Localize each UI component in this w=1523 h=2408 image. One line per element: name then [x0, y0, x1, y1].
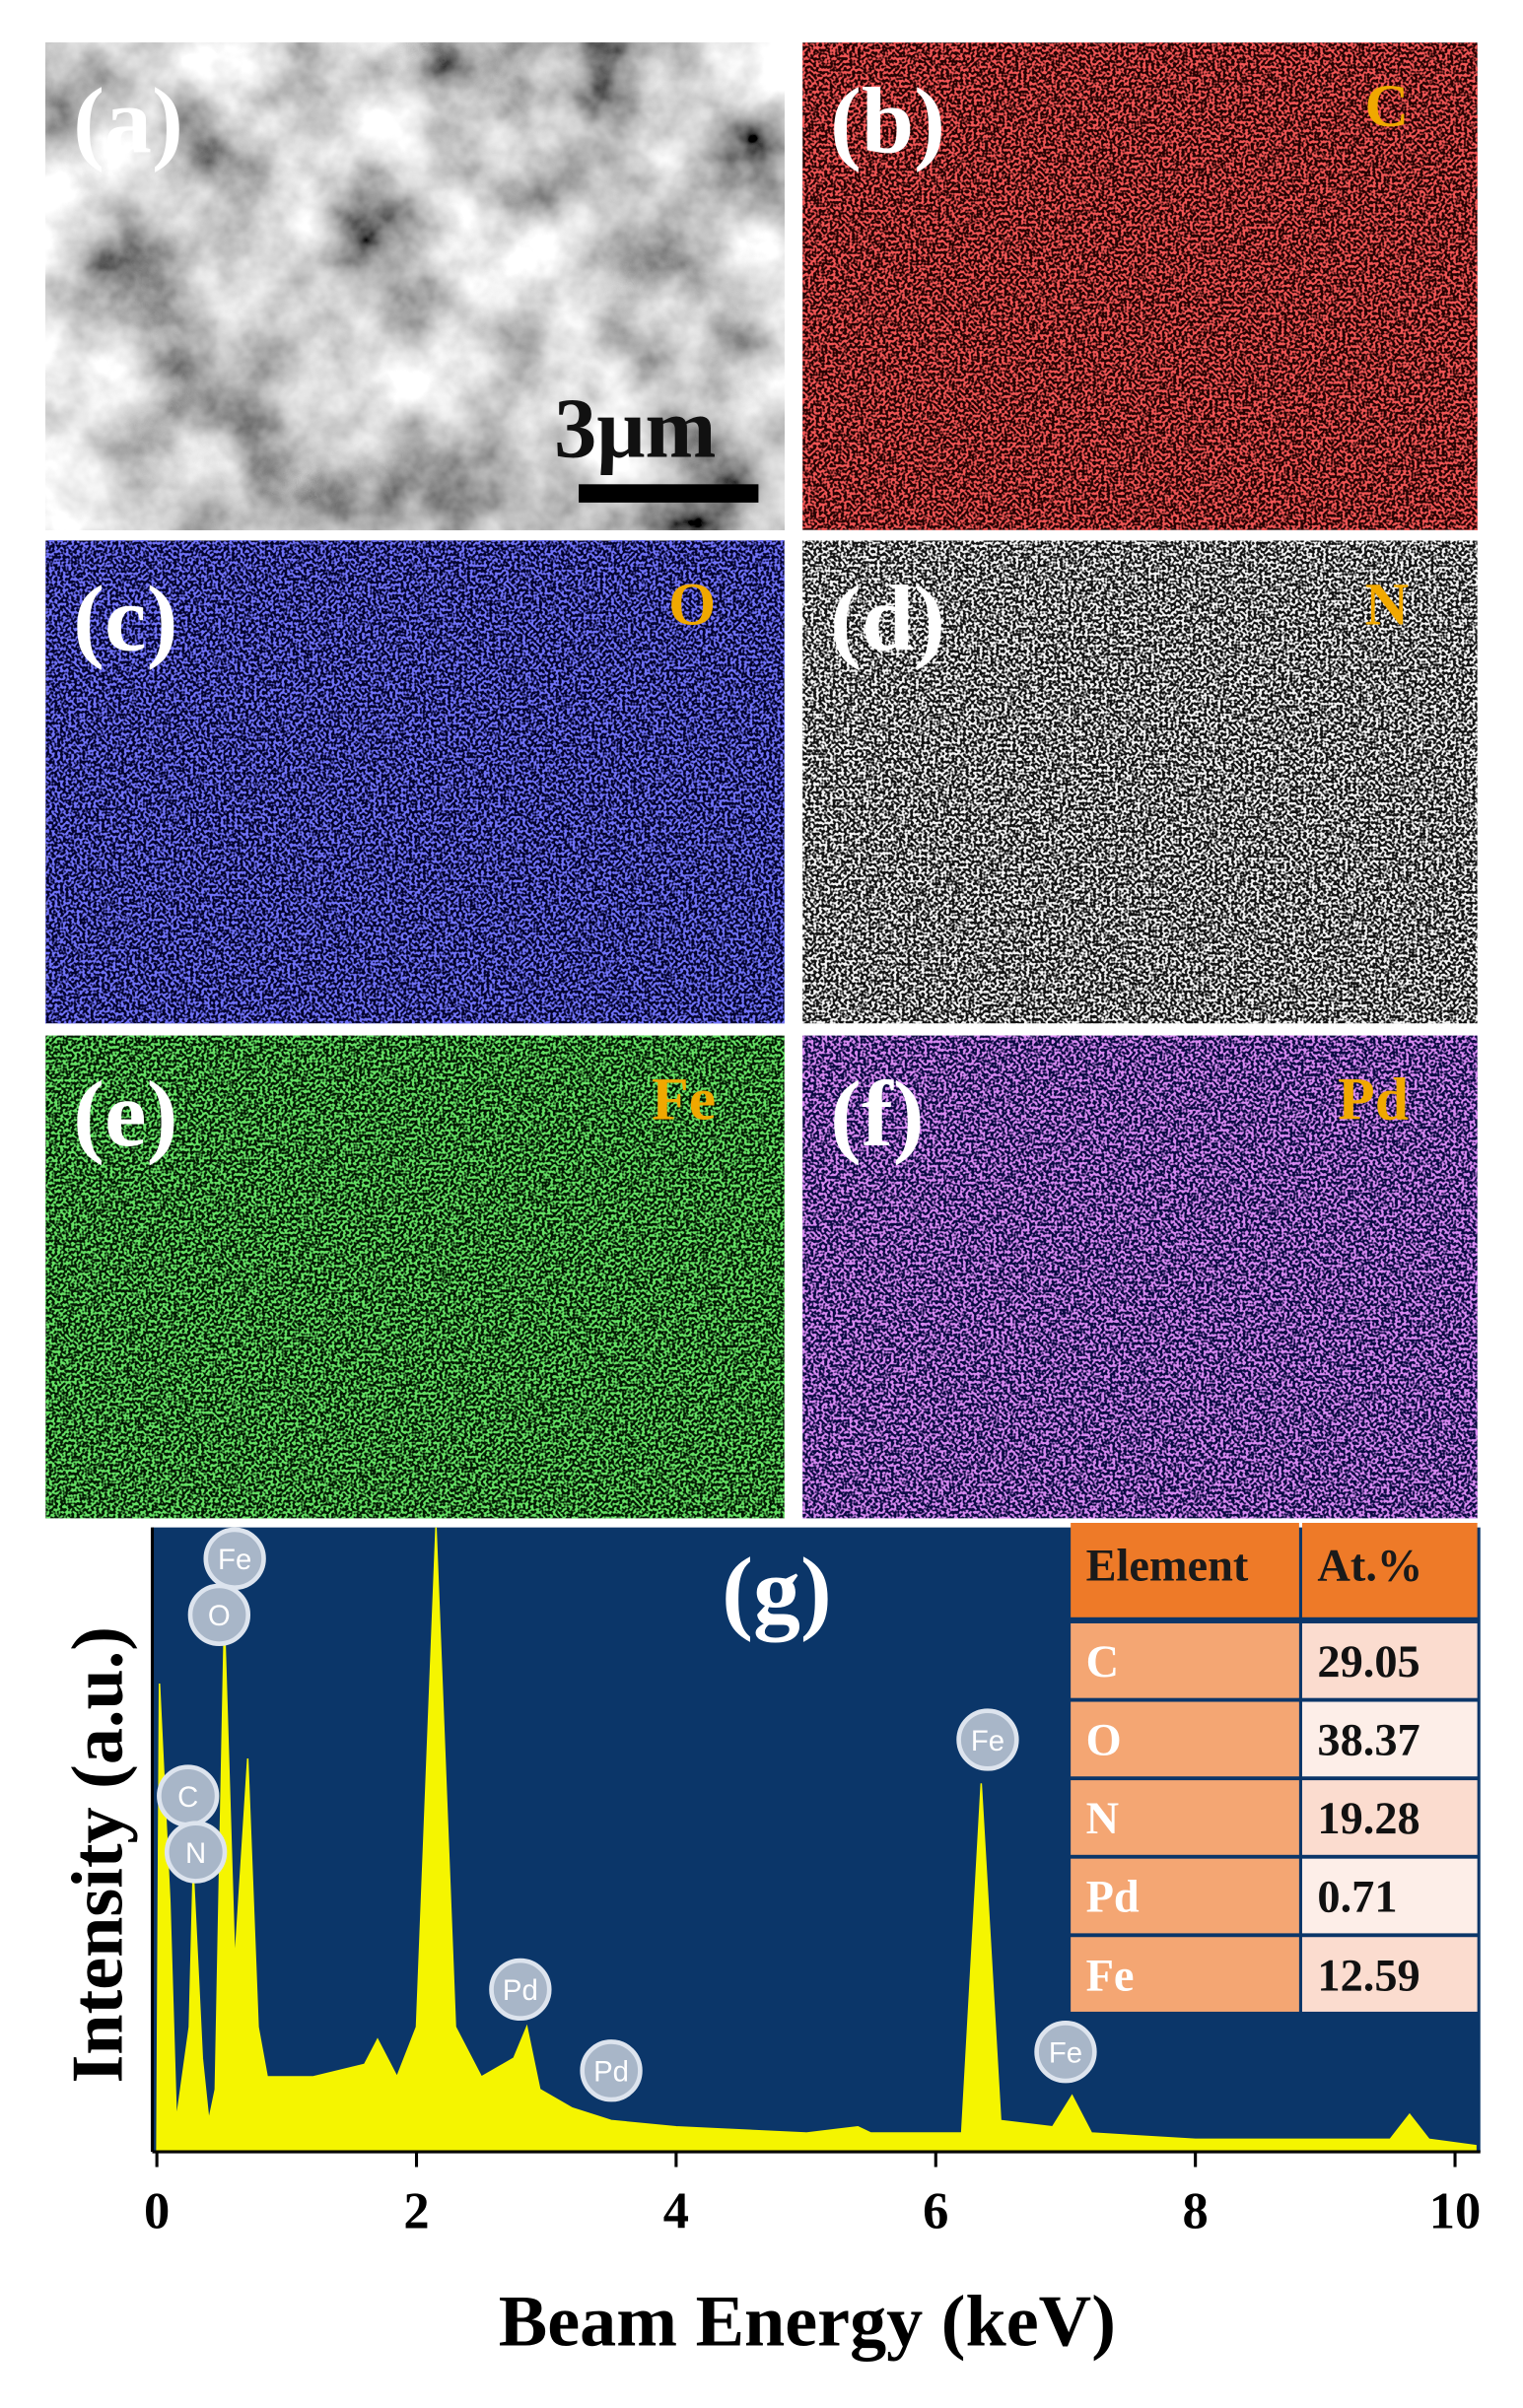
x-tick-label: 4 — [663, 2182, 689, 2239]
panel-label: (b) — [830, 69, 945, 173]
element-map — [45, 1035, 785, 1519]
peak-marker — [489, 1958, 552, 2022]
chart-title: (g) — [722, 1538, 832, 1642]
element-label: Pd — [1338, 1066, 1409, 1134]
table-cell-text: Fe — [1086, 1951, 1135, 2001]
peak-label: O — [208, 1600, 231, 1632]
element-label: Fe — [652, 1066, 716, 1134]
peak-label: C — [177, 1781, 198, 1814]
table-cell — [1071, 1937, 1299, 2012]
peak-marker — [1034, 2021, 1097, 2084]
table-cell-text: 19.28 — [1317, 1794, 1419, 1844]
table-cell — [1301, 1622, 1478, 1698]
peak-label: Pd — [503, 1974, 538, 2007]
table-cell — [1071, 1858, 1299, 1934]
x-tick-label: 10 — [1429, 2182, 1482, 2239]
y-axis-label: Intensity (a.u.) — [58, 1626, 139, 2084]
table-cell — [1071, 1622, 1299, 1698]
element-map — [802, 42, 1478, 530]
peak-marker — [164, 1821, 228, 1884]
peak-label: Pd — [593, 2056, 629, 2089]
table-cell — [1071, 1701, 1299, 1777]
peak-label: Fe — [218, 1544, 251, 1576]
table-cell — [1301, 1780, 1478, 1855]
element-map — [802, 1035, 1478, 1519]
peak-label: Fe — [1049, 2037, 1082, 2070]
panel-label: (a) — [73, 69, 183, 173]
x-tick-label: 8 — [1183, 2182, 1209, 2239]
figure-content: (a) 3μm C (b) O (c) N (d) Fe (e) Pd (f) 0 2 4 6 8 10 Beam … — [45, 42, 1481, 2362]
table-header-cell — [1071, 1523, 1299, 1617]
panel-label: (c) — [73, 567, 177, 671]
panel-label: (d) — [830, 567, 945, 671]
peak-marker — [203, 1527, 266, 1590]
element-map — [45, 540, 785, 1024]
table-cell — [1071, 1780, 1299, 1855]
peak-label: Fe — [971, 1725, 1004, 1757]
table-cell — [1301, 1701, 1478, 1777]
x-axis-label: Beam Energy (keV) — [499, 2281, 1116, 2362]
table-cell-text: 0.71 — [1317, 1873, 1397, 1923]
element-label: C — [1364, 73, 1409, 140]
table-cell-text: N — [1086, 1794, 1119, 1844]
sem-image — [45, 42, 785, 530]
table-cell-text: 29.05 — [1317, 1637, 1419, 1687]
x-tick-label: 2 — [403, 2182, 429, 2239]
table-cell-text: O — [1086, 1716, 1122, 1766]
table-cell-text: 38.37 — [1317, 1716, 1419, 1766]
panel-label: (e) — [73, 1062, 177, 1166]
panel-label: (f) — [830, 1062, 925, 1166]
spectrum-area — [156, 1527, 1477, 2153]
table-cell — [1301, 1858, 1478, 1934]
element-label: O — [668, 571, 716, 638]
table-cell-text: Pd — [1086, 1873, 1140, 1923]
element-label: N — [1364, 571, 1409, 638]
table-header-cell — [1301, 1523, 1478, 1617]
peak-label: N — [185, 1837, 206, 1870]
table-cell-text: C — [1086, 1637, 1119, 1687]
table-cell — [1301, 1937, 1478, 2012]
scale-bar-label: 3μm — [554, 381, 716, 476]
peak-marker — [187, 1583, 251, 1646]
table-cell-text: 12.59 — [1317, 1951, 1419, 2001]
element-map — [802, 540, 1478, 1024]
x-tick-label: 0 — [144, 2182, 170, 2239]
peak-marker — [580, 2039, 643, 2102]
peak-marker — [956, 1708, 1019, 1771]
table-header: At.% — [1317, 1542, 1422, 1592]
table-header: Element — [1086, 1542, 1249, 1592]
scale-bar — [579, 484, 759, 503]
x-tick-label: 6 — [923, 2182, 948, 2239]
